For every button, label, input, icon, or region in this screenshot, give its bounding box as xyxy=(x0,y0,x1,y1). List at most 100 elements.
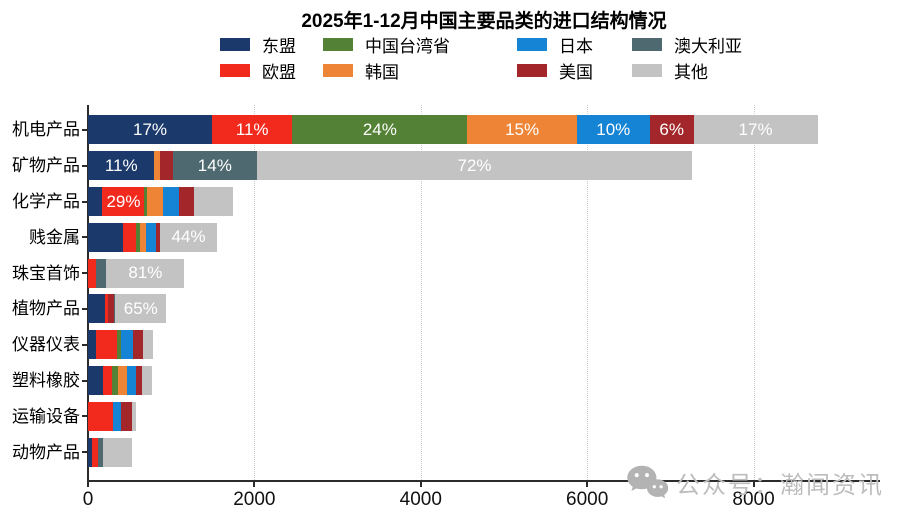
bar-segment: 10% xyxy=(576,115,650,145)
bar-segment xyxy=(154,151,161,181)
bar-row: 44% xyxy=(88,222,217,252)
y-axis-line xyxy=(87,105,89,480)
category-label: 植物产品 xyxy=(12,299,80,319)
y-tick-mark xyxy=(82,128,87,131)
category-label: 运输设备 xyxy=(12,406,80,426)
bar-segment xyxy=(143,330,154,360)
legend-swatch xyxy=(517,37,547,51)
legend-label: 美国 xyxy=(559,62,593,82)
legend-item: 日本 xyxy=(517,36,593,56)
bar-segment xyxy=(88,401,113,431)
legend-item: 美国 xyxy=(517,62,593,82)
bar-segment xyxy=(133,330,144,360)
segment-label: 14% xyxy=(197,155,232,175)
bar-segment xyxy=(122,222,136,252)
bar-segment: 44% xyxy=(160,222,217,252)
segment-label: 81% xyxy=(128,263,163,283)
bar-row: 81% xyxy=(88,258,185,288)
bar-segment xyxy=(95,258,107,288)
bar-segment xyxy=(107,294,114,324)
bar-segment: 15% xyxy=(467,115,577,145)
legend-item: 东盟 xyxy=(220,36,296,56)
bar-segment: 6% xyxy=(649,115,694,145)
gridline xyxy=(587,105,589,480)
segment-label: 11% xyxy=(235,119,269,139)
bar-segment xyxy=(88,187,103,216)
gridline xyxy=(254,105,256,480)
watermark: 公众号：瀚闻资讯 xyxy=(626,464,884,500)
y-tick-mark xyxy=(82,236,87,239)
category-label: 动物产品 xyxy=(12,442,80,462)
x-tick-label: 2000 xyxy=(233,489,276,510)
bar-segment xyxy=(88,258,96,288)
bar-segment xyxy=(139,222,146,252)
bar-segment xyxy=(88,294,106,324)
segment-label: 24% xyxy=(362,119,397,139)
bar-segment xyxy=(103,366,113,395)
y-tick-mark xyxy=(82,272,87,275)
legend-item: 欧盟 xyxy=(220,62,296,82)
legend-label: 中国台湾省 xyxy=(365,36,450,56)
legend-swatch xyxy=(632,37,662,51)
legend-label: 东盟 xyxy=(262,36,296,56)
bar-segment: 81% xyxy=(106,258,185,288)
bar-segment xyxy=(179,187,194,216)
legend-swatch xyxy=(220,63,250,77)
bar-segment xyxy=(163,187,180,216)
bar-segment xyxy=(193,187,233,216)
legend-swatch xyxy=(632,63,662,77)
bar-segment xyxy=(88,437,93,467)
legend-item: 澳大利亚 xyxy=(632,36,742,56)
gridline xyxy=(753,105,755,480)
bar-segment xyxy=(112,366,119,395)
bar-segment xyxy=(135,222,140,252)
y-tick-mark xyxy=(82,200,87,203)
category-label: 贱金属 xyxy=(29,227,80,247)
category-label: 矿物产品 xyxy=(12,156,80,176)
bar-row xyxy=(88,437,133,467)
bar-segment: 72% xyxy=(257,151,692,181)
legend-swatch xyxy=(323,63,353,77)
bar-segment xyxy=(116,330,122,360)
bar-segment xyxy=(118,366,128,395)
x-axis-line xyxy=(87,480,880,482)
bar-segment xyxy=(160,151,173,181)
segment-label: 29% xyxy=(106,191,141,211)
legend-item: 韩国 xyxy=(323,62,399,82)
x-tick-mark xyxy=(253,482,256,487)
segment-label: 17% xyxy=(738,119,773,139)
chart-legend: 东盟 中国台湾省 日本 澳大利亚欧盟 韩国 美国 其他 xyxy=(0,0,900,90)
segment-label: 65% xyxy=(123,298,158,318)
bar-segment: 11% xyxy=(88,151,155,181)
legend-swatch xyxy=(517,63,547,77)
bar-segment xyxy=(156,222,161,252)
bar-segment: 14% xyxy=(172,151,258,181)
bar-segment xyxy=(96,330,117,360)
bar-row: 11% 14% 72% xyxy=(88,151,692,181)
bar-segment xyxy=(88,366,104,395)
bar-segment xyxy=(121,330,134,360)
bar-segment xyxy=(97,437,103,467)
bar-row xyxy=(88,366,153,395)
bar-segment: 17% xyxy=(693,115,818,145)
y-tick-mark xyxy=(82,307,87,310)
bar-segment xyxy=(142,366,153,395)
segment-label: 72% xyxy=(457,155,492,175)
wechat-icon xyxy=(626,464,668,500)
bar-segment xyxy=(102,437,133,467)
y-tick-mark xyxy=(82,343,87,346)
category-label: 珠宝首饰 xyxy=(12,263,80,283)
segment-label: 44% xyxy=(171,227,206,247)
legend-item: 其他 xyxy=(632,62,708,82)
bar-segment: 17% xyxy=(88,115,213,145)
x-tick-mark xyxy=(752,482,755,487)
legend-label: 韩国 xyxy=(365,62,399,82)
x-tick-mark xyxy=(87,482,89,487)
bar-row: 65% xyxy=(88,294,167,324)
y-tick-mark xyxy=(82,164,87,167)
x-tick-mark xyxy=(419,482,422,487)
legend-label: 日本 xyxy=(559,36,593,56)
x-tick-label: 0 xyxy=(82,489,94,510)
legend-swatch xyxy=(323,37,353,51)
